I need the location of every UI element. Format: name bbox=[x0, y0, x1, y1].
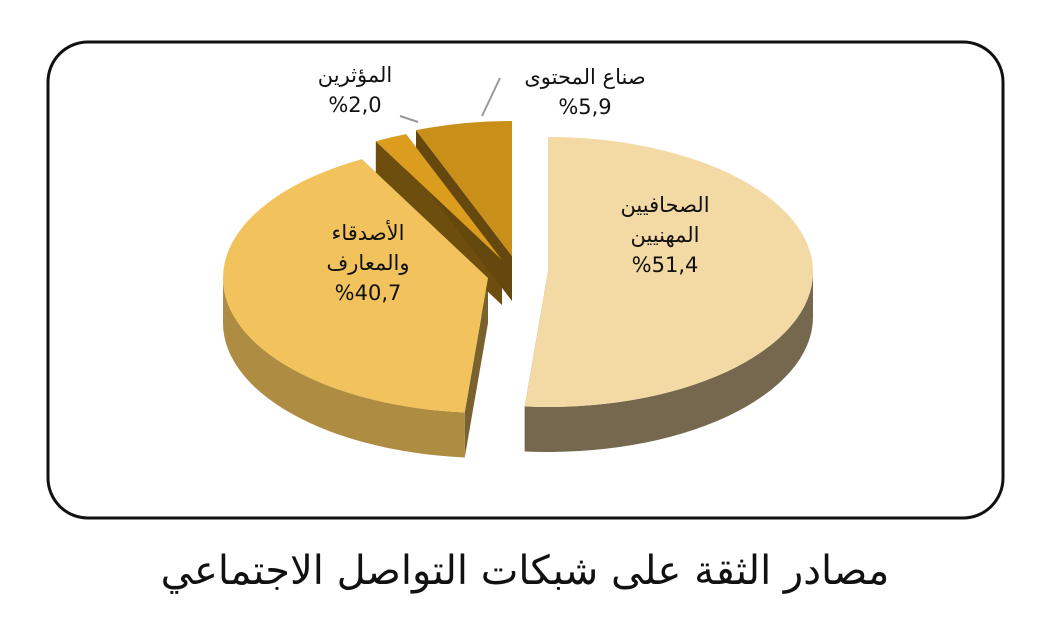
slice-side bbox=[524, 272, 813, 452]
frame bbox=[46, 40, 1005, 520]
value-label: %51,4 bbox=[631, 253, 699, 277]
slice-label: صناع المحتوى %5,9 bbox=[505, 62, 665, 122]
category-label: المؤثرين bbox=[317, 63, 393, 87]
slice bbox=[223, 159, 488, 413]
slice bbox=[375, 134, 502, 260]
slice-label: الصحافيين المهنيين %51,4 bbox=[605, 190, 725, 280]
category-label: الصحافيين المهنيين bbox=[620, 193, 710, 247]
category-label: صناع المحتوى bbox=[524, 65, 646, 89]
slice-side bbox=[223, 278, 465, 458]
slice-label: الأصدقاء والمعارف %40,7 bbox=[308, 218, 428, 308]
slice-face bbox=[464, 278, 488, 458]
slice-label: المؤثرين %2,0 bbox=[275, 60, 435, 120]
value-label: %2,0 bbox=[328, 93, 382, 117]
leader-line bbox=[481, 77, 501, 117]
value-label: %5,9 bbox=[558, 95, 612, 119]
category-label: الأصدقاء والمعارف bbox=[326, 221, 410, 275]
slice bbox=[415, 121, 512, 256]
value-label: %40,7 bbox=[334, 281, 402, 305]
slice bbox=[524, 137, 814, 408]
leader-line bbox=[399, 115, 419, 123]
chart-title: مصادر الثقة على شبكات التواصل الاجتماعي bbox=[160, 548, 890, 594]
